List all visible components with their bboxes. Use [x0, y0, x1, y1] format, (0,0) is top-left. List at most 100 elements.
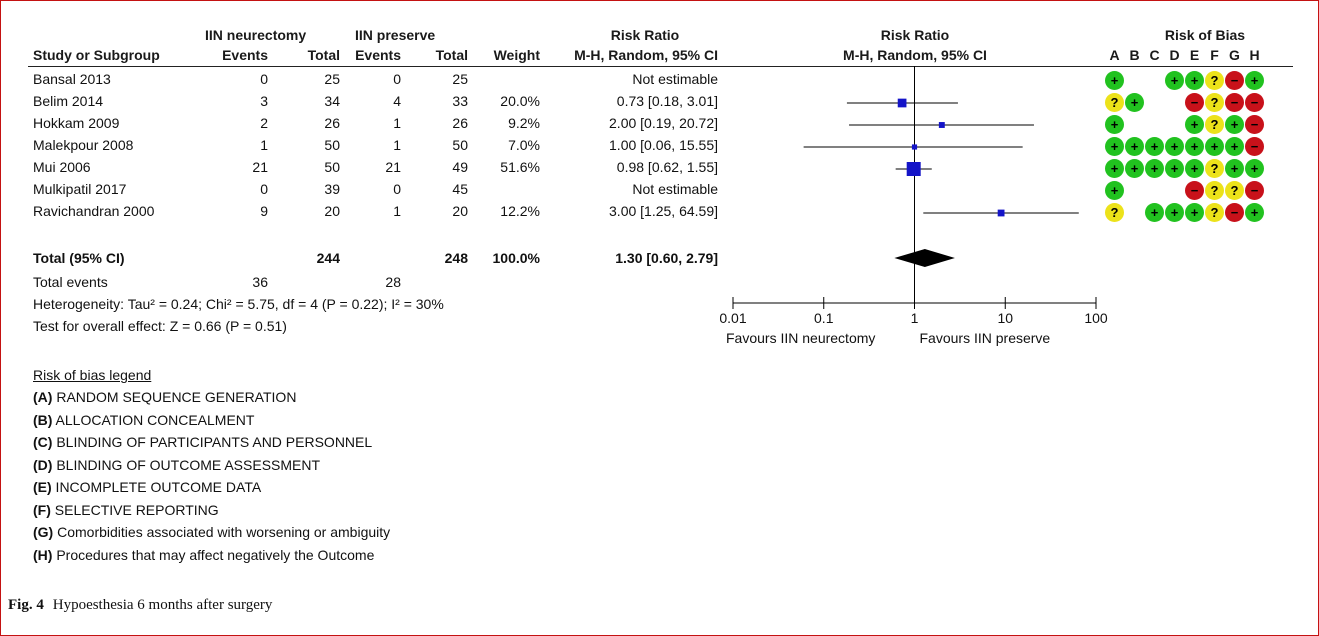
rob-low-marker: +: [1165, 137, 1184, 156]
rob-legend-text: SELECTIVE REPORTING: [50, 501, 219, 518]
total2-cell: 33: [452, 93, 468, 109]
rob-low-marker: +: [1105, 115, 1124, 134]
total2-cell: 26: [452, 115, 468, 131]
events2-cell: 0: [393, 71, 401, 87]
rob-legend-letter: (G): [33, 524, 54, 540]
rob-legend-text: BLINDING OF PARTICIPANTS AND PERSONNEL: [52, 434, 373, 450]
events1-cell: 0: [260, 181, 268, 197]
events1-cell: 21: [252, 159, 268, 175]
events1-cell: 1: [260, 137, 268, 153]
rob-high-marker: −: [1245, 115, 1264, 134]
rob-column-letter: A: [1109, 47, 1120, 63]
rob-unclear-marker: ?: [1105, 93, 1124, 112]
total-events2: 28: [385, 274, 401, 290]
rob-high-marker: −: [1225, 71, 1244, 90]
events1-cell: 2: [260, 115, 268, 131]
rob-low-marker: +: [1125, 159, 1144, 178]
rob-low-marker: +: [1185, 137, 1204, 156]
pooled-diamond: [894, 249, 955, 267]
total1-header: Total: [307, 47, 340, 63]
rob-low-marker: +: [1225, 137, 1244, 156]
total1-cell: 20: [324, 203, 340, 219]
risk-ratio-ci-cell: 1.00 [0.06, 15.55]: [609, 137, 718, 153]
events2-cell: 1: [393, 203, 401, 219]
total2-header: Total: [435, 47, 468, 63]
study-point-estimate: [906, 162, 921, 176]
risk-ratio-ci-cell: Not estimable: [632, 71, 718, 87]
events1-header: Events: [222, 47, 268, 63]
study-name: Mulkipatil 2017: [33, 181, 127, 197]
favours-right-label: Favours IIN preserve: [920, 330, 1051, 346]
rr-method-header: M-H, Random, 95% CI: [574, 47, 718, 63]
rob-high-marker: −: [1245, 93, 1264, 112]
rob-high-marker: −: [1245, 137, 1264, 156]
rob-high-marker: −: [1225, 203, 1244, 222]
rob-low-marker: +: [1165, 159, 1184, 178]
forest-plot: 0.01 0.1 1 10 100 Favours IIN neurectomy Favou…: [720, 66, 1108, 346]
weight-cell: 7.0%: [508, 137, 540, 153]
rob-legend-item: (D) BLINDING OF OUTCOME ASSESSMENT: [33, 457, 320, 473]
rob-legend-text: RANDOM SEQUENCE GENERATION: [52, 389, 297, 405]
rob-low-marker: +: [1125, 137, 1144, 156]
rob-unclear-marker: ?: [1225, 181, 1244, 200]
total2-cell: 25: [452, 71, 468, 87]
rob-unclear-marker: ?: [1205, 71, 1224, 90]
rob-legend-text: Procedures that may affect negatively th…: [52, 546, 375, 563]
rob-legend-text: ALLOCATION CONCEALMENT: [52, 411, 255, 428]
events2-cell: 1: [393, 115, 401, 131]
weight-cell: 12.2%: [500, 203, 540, 219]
total-ci: 1.30 [0.60, 2.79]: [615, 250, 718, 266]
events2-header: Events: [355, 47, 401, 63]
total1-cell: 50: [324, 159, 340, 175]
rob-unclear-marker: ?: [1205, 181, 1224, 200]
total2-cell: 20: [452, 203, 468, 219]
rr-header-top: Risk Ratio: [610, 27, 680, 43]
x-tick-label: 100: [1084, 310, 1108, 326]
rob-low-marker: +: [1165, 71, 1184, 90]
events2-cell: 1: [393, 137, 401, 153]
risk-ratio-ci-cell: 0.73 [0.18, 3.01]: [616, 93, 718, 109]
total-n1: 244: [316, 250, 340, 266]
risk-ratio-ci-cell: 0.98 [0.62, 1.55]: [616, 159, 718, 175]
rob-legend-item: (C) BLINDING OF PARTICIPANTS AND PERSONN…: [33, 434, 372, 450]
study-point-estimate: [997, 209, 1005, 217]
rob-legend-letter: (C): [33, 434, 53, 450]
rob-low-marker: +: [1125, 93, 1144, 112]
rob-legend-letter: (E): [33, 479, 52, 495]
study-name: Hokkam 2009: [33, 115, 120, 131]
rob-unclear-marker: ?: [1205, 93, 1224, 112]
rob-low-marker: +: [1105, 181, 1124, 200]
rob-low-marker: +: [1185, 203, 1204, 222]
risk-ratio-ci-cell: 3.00 [1.25, 64.59]: [609, 203, 718, 219]
rob-low-marker: +: [1185, 115, 1204, 134]
total2-cell: 50: [452, 137, 468, 153]
x-tick-label: 0.01: [720, 310, 747, 326]
plot-header-top: Risk Ratio: [880, 27, 950, 43]
events1-cell: 9: [260, 203, 268, 219]
total1-cell: 50: [324, 137, 340, 153]
total-n2: 248: [444, 250, 468, 266]
study-point-estimate: [911, 144, 918, 150]
weight-cell: 9.2%: [508, 115, 540, 131]
figure-caption: Fig. 4 Hypoesthesia 6 months after surge…: [8, 596, 272, 614]
rob-legend-item: (F) SELECTIVE REPORTING: [33, 502, 219, 518]
rob-high-marker: −: [1225, 93, 1244, 112]
events2-cell: 0: [393, 181, 401, 197]
total-label: Total (95% CI): [33, 250, 125, 266]
rob-low-marker: +: [1165, 203, 1184, 222]
study-name: Belim 2014: [33, 93, 104, 109]
rob-low-marker: +: [1225, 115, 1244, 134]
x-tick-label: 10: [997, 310, 1013, 326]
rob-legend-text: BLINDING OF OUTCOME ASSESSMENT: [52, 456, 321, 473]
study-column-header: Study or Subgroup: [33, 47, 160, 63]
rob-legend-letter: (H): [33, 546, 53, 563]
rob-column-letter: G: [1229, 47, 1240, 63]
rob-low-marker: +: [1185, 159, 1204, 178]
rob-legend-text: INCOMPLETE OUTCOME DATA: [51, 479, 262, 495]
study-point-estimate: [897, 98, 907, 108]
rob-column-letter: D: [1169, 47, 1180, 63]
caption-text: Hypoesthesia 6 months after surgery: [52, 597, 273, 613]
rob-low-marker: +: [1225, 159, 1244, 178]
rob-legend-text: Comorbidities associated with worsening …: [53, 524, 391, 540]
